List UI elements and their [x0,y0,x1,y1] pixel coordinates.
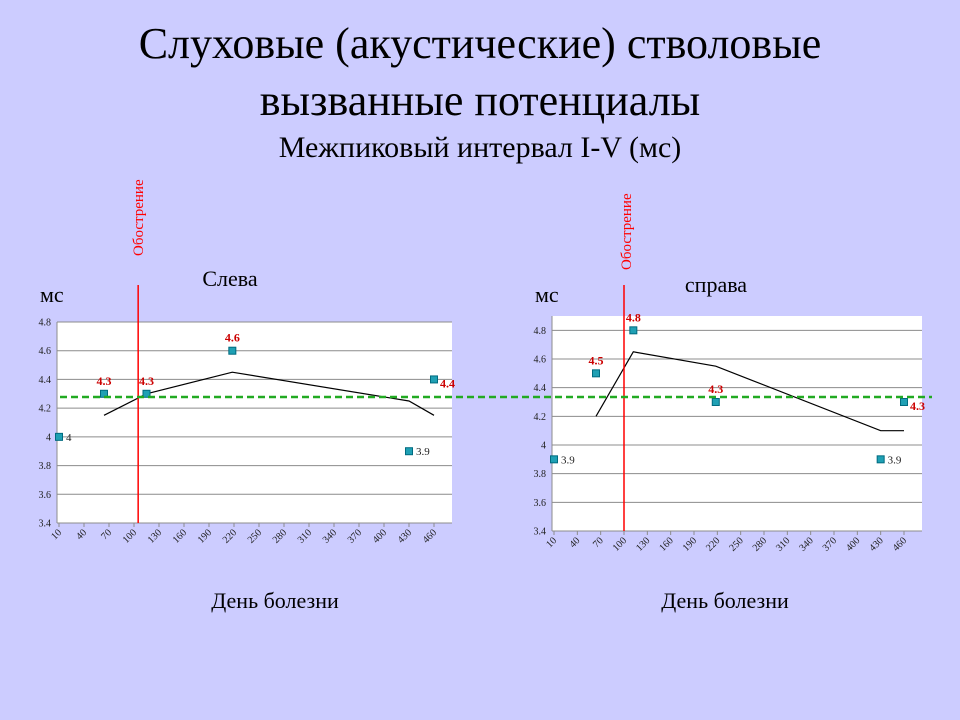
x-tick-label: 40 [74,527,89,542]
y-tick-label: 4 [46,432,51,443]
data-label: 4.4 [440,376,455,390]
x-tick-label: 10 [49,527,64,542]
side-label: Слева [202,266,258,291]
x-tick-label: 70 [591,535,606,550]
x-tick-label: 40 [568,535,583,550]
chart-right: 3.4 3.6 3.8 4 4.2 4.4 4.6 4.8 10 40 70 100 130 160 190… [534,193,926,613]
data-point [405,447,413,456]
data-label: 4.3 [910,399,925,413]
x-tick-label: 100 [121,527,139,545]
x-tick-label: 10 [544,535,559,550]
plot-area [552,316,922,531]
x-tick-label: 370 [821,535,839,553]
data-point [876,455,885,464]
x-tick-label: 310 [296,527,314,545]
x-tick-label: 400 [844,535,862,553]
y-tick-label: 3.6 [39,490,52,501]
data-label: 3.9 [416,446,430,458]
x-tick-label: 250 [727,535,745,553]
x-tick-label: 430 [396,527,414,545]
y-tick-label: 3.8 [39,461,52,472]
side-label: справа [685,272,747,297]
x-tick-label: 310 [774,535,792,553]
x-tick-label: 430 [867,535,885,553]
x-tick-label: 340 [797,535,815,553]
x-tick-label: 400 [371,527,389,545]
data-point [629,326,638,335]
x-tick-label: 130 [146,527,164,545]
y-axis-unit: мс [40,282,64,307]
data-label: 4.8 [626,310,641,324]
data-label: 4.5 [589,353,604,367]
data-point [55,432,63,441]
y-tick-label: 3.8 [534,469,547,480]
x-tick-label: 280 [271,527,289,545]
y-tick-label: 4 [541,441,546,452]
slide-title-line1: Слуховые (акустические) стволовые [138,19,822,68]
x-tick-label: 220 [704,535,722,553]
y-tick-label: 3.4 [534,527,547,538]
trend-line [103,371,435,416]
data-label: 3.9 [888,454,902,466]
y-tick-label: 3.4 [39,519,52,530]
x-tick-label: 130 [634,535,652,553]
data-point [142,389,151,398]
y-tick-label: 4.8 [534,326,547,337]
y-tick-label: 4.8 [39,318,52,329]
y-tick-label: 4.6 [534,355,547,366]
x-axis-label: День болезни [211,588,339,613]
slide-title-line2: вызванные потенциалы [259,76,701,125]
y-tick-label: 4.2 [534,412,547,423]
y-tick-label: 4.6 [39,346,52,357]
data-label: 4.3 [708,382,723,396]
x-tick-label: 70 [99,527,114,542]
x-tick-label: 190 [681,535,699,553]
x-tick-label: 160 [657,535,675,553]
data-point [430,375,438,384]
data-label: 4.3 [97,374,112,388]
x-axis-label: День болезни [661,588,789,613]
y-tick-label: 4.2 [39,404,52,415]
x-tick-label: 370 [346,527,364,545]
data-label: 3.9 [561,454,575,466]
data-label: 4 [66,432,72,444]
y-tick-label: 4.4 [39,375,52,386]
y-tick-label: 4.4 [534,383,547,394]
x-tick-label: 190 [196,527,214,545]
data-point [550,455,558,464]
exacerbation-label: Обострение [131,179,147,256]
x-tick-label: 280 [751,535,769,553]
trend-line [595,351,904,432]
plot-area [57,322,452,523]
slide-subtitle: Межпиковый интервал I-V (мс) [278,131,682,164]
x-tick-label: 220 [221,527,239,545]
y-tick-label: 3.6 [534,498,547,509]
data-label: 4.6 [225,331,240,345]
chart-left: 3.4 3.6 3.8 4 4.2 4.4 4.6 4.8 10 40 70 100 130 160 190… [39,179,456,613]
data-label: 4.3 [139,374,154,388]
data-point [900,398,908,406]
x-tick-label: 160 [171,527,189,545]
x-tick-label: 460 [421,527,439,545]
x-tick-label: 460 [891,535,909,553]
data-point [228,346,237,355]
x-tick-label: 340 [321,527,339,545]
x-tick-label: 250 [246,527,264,545]
exacerbation-label: Обострение [619,193,635,270]
x-tick-label: 100 [611,535,629,553]
data-point [711,398,720,406]
data-point [592,369,600,378]
y-axis-unit: мс [535,282,559,307]
